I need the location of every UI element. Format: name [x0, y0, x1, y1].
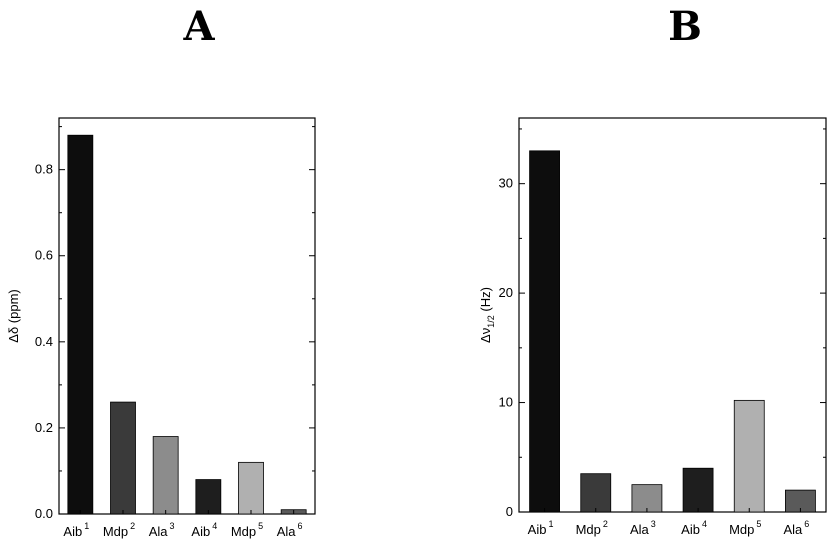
- panel-label: A: [182, 3, 215, 50]
- chart-panel-a: A 0.0 0.2 0.4 0.6 0.8 Aib 1 Mdp 2 Ala 3 Aib 4 Mdp 5 Ala 6…: [6, 3, 316, 539]
- bar-mdp2: [110, 401, 136, 515]
- x-tick-label: Aib 1: [528, 519, 554, 537]
- x-tick-label: Ala 3: [149, 521, 175, 539]
- bar-ala3: [152, 436, 179, 515]
- panel-label: B: [668, 3, 702, 50]
- x-tick-label: Mdp 2: [576, 519, 608, 537]
- x-tick-label: Aib 4: [191, 521, 217, 539]
- bar-aib1: [529, 150, 560, 513]
- x-tick-label: Mdp 5: [729, 519, 761, 537]
- x-tick-label: Aib 4: [681, 519, 707, 537]
- bar-mdp5: [733, 399, 765, 513]
- x-tick-label: Ala 6: [277, 521, 303, 539]
- plot-frame: [518, 117, 827, 513]
- y-tick-label: 0.8: [35, 162, 53, 177]
- y-tick-label: 0.6: [35, 248, 53, 263]
- x-tick-label: Mdp 2: [103, 521, 135, 539]
- y-tick-label: 30: [499, 176, 513, 191]
- y-axis-title: Δδ (ppm): [6, 289, 21, 342]
- x-tick-label: Ala 3: [630, 519, 656, 537]
- plot-frame: [58, 117, 316, 515]
- y-tick-label: 0.2: [35, 420, 53, 435]
- bar-aib1: [67, 134, 94, 515]
- y-tick-label: 0: [506, 504, 513, 519]
- y-tick-label: 0.0: [35, 506, 53, 521]
- chart-panel-b: B 0 10 20 30 Aib 1 Mdp 2 Ala 3 Aib 4 Mdp 5 Ala 6 Δν1/2 (H…: [478, 3, 827, 537]
- y-tick-label: 10: [499, 395, 513, 410]
- bar-aib4: [195, 479, 222, 515]
- bar-ala3: [631, 484, 663, 513]
- x-tick-label: Aib 1: [63, 521, 89, 539]
- x-tick-label: Ala 6: [784, 519, 810, 537]
- x-tick-label: Mdp 5: [231, 521, 263, 539]
- bar-mdp2: [580, 473, 612, 513]
- y-axis-title: Δν1/2 (Hz): [478, 287, 496, 343]
- bar-mdp5: [238, 461, 264, 515]
- y-tick-label: 0.4: [35, 334, 53, 349]
- y-tick-label: 20: [499, 285, 513, 300]
- bar-aib4: [682, 467, 714, 513]
